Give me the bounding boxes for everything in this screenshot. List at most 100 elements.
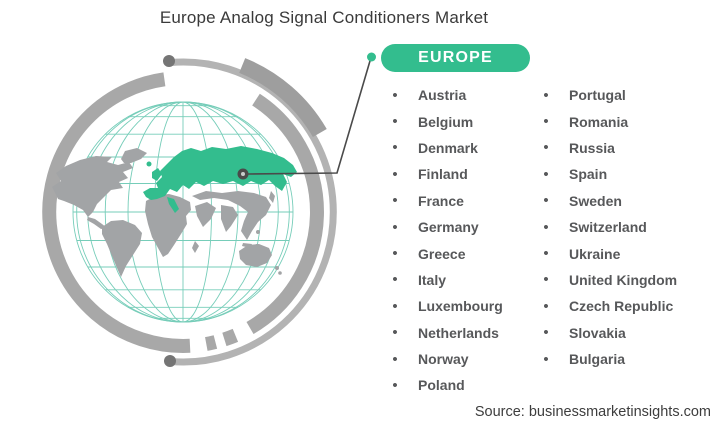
country-label: Ukraine — [569, 245, 621, 262]
bullet-icon: • — [543, 297, 549, 315]
country-label: Poland — [418, 377, 465, 394]
country-label: Finland — [418, 166, 468, 183]
country-label: Romania — [569, 113, 629, 130]
country-label: Denmark — [418, 139, 478, 156]
asia-south — [192, 191, 271, 240]
country-label: Portugal — [569, 87, 626, 104]
country-label: France — [418, 192, 464, 209]
page-title: Europe Analog Signal Conditioners Market — [159, 8, 489, 27]
world-map — [52, 148, 282, 277]
country-label: Austria — [418, 87, 467, 104]
country-label: Norway — [418, 351, 469, 368]
country-label: Germany — [418, 219, 479, 236]
country-label: Netherlands — [418, 324, 499, 341]
north-america — [52, 156, 133, 217]
europe-region-highlight — [143, 146, 297, 213]
bullet-icon: • — [392, 192, 398, 210]
bullet-icon: • — [392, 86, 398, 104]
iceland — [146, 161, 152, 167]
country-item: • Sweden — [540, 188, 677, 214]
bullet-icon: • — [543, 350, 549, 368]
bullet-icon: • — [392, 218, 398, 236]
country-item: • Luxembourg — [389, 293, 503, 319]
country-item: • Slovakia — [540, 320, 677, 346]
country-item: • Finland — [389, 161, 503, 187]
bullet-icon: • — [392, 350, 398, 368]
bullet-icon: • — [543, 271, 549, 289]
country-label: Switzerland — [569, 219, 647, 236]
country-label: Slovakia — [569, 324, 626, 341]
country-item: • Poland — [389, 372, 503, 398]
europe-russia — [143, 146, 297, 200]
country-item: • Germany — [389, 214, 503, 240]
japan — [269, 191, 275, 203]
country-item: • Czech Republic — [540, 293, 677, 319]
country-item: • Denmark — [389, 135, 503, 161]
orbit-arcs — [42, 55, 337, 367]
bullet-icon: • — [392, 139, 398, 157]
africa — [145, 194, 191, 257]
country-item: • Netherlands — [389, 320, 503, 346]
new-zealand — [275, 266, 279, 270]
callout-end-dot — [367, 52, 376, 62]
philippines — [256, 230, 260, 234]
orbit-ring-left-arc — [42, 72, 191, 353]
country-item: • Italy — [389, 267, 503, 293]
orbit-end-dot-bottom — [164, 355, 176, 367]
bullet-icon: • — [543, 113, 549, 131]
orbit-ring-dash — [222, 328, 239, 347]
callout — [237, 52, 376, 180]
bullet-icon: • — [543, 218, 549, 236]
bullet-icon: • — [392, 297, 398, 315]
country-item: • Romania — [540, 108, 677, 134]
country-item: • Portugal — [540, 82, 677, 108]
bullet-icon: • — [543, 86, 549, 104]
country-label: Bulgaria — [569, 351, 626, 368]
country-label: Sweden — [569, 192, 622, 209]
bullet-icon: • — [543, 324, 549, 342]
united-kingdom — [152, 168, 162, 181]
country-item: • Bulgaria — [540, 346, 677, 372]
country-item: • Greece — [389, 240, 503, 266]
bullet-icon: • — [392, 165, 398, 183]
country-list-column-1: • Austria • Belgium • Denmark • Finland • France •… — [389, 82, 503, 399]
country-item: • France — [389, 188, 503, 214]
new-zealand — [278, 271, 282, 275]
country-label: Spain — [569, 166, 608, 183]
country-label: Czech Republic — [569, 298, 674, 315]
country-label: Luxembourg — [418, 298, 503, 315]
india — [221, 205, 238, 232]
orbit-ring-dash — [204, 335, 218, 351]
country-list-column-2: • Portugal • Romania • Russia • Spain • Sweden • Sw… — [540, 82, 677, 372]
bullet-icon: • — [392, 324, 398, 342]
bullet-icon: • — [392, 245, 398, 263]
country-item: • Spain — [540, 161, 677, 187]
source-link[interactable]: Source: businessmarketinsights.com — [474, 404, 711, 420]
country-item: • Ukraine — [540, 240, 677, 266]
bullet-icon: • — [543, 192, 549, 210]
country-label: United Kingdom — [569, 271, 678, 288]
arabia — [195, 202, 216, 227]
bullet-icon: • — [392, 271, 398, 289]
italy — [167, 197, 179, 213]
greenland — [121, 148, 147, 163]
australia — [239, 244, 272, 267]
madagascar — [192, 241, 199, 253]
connector-line — [248, 57, 372, 175]
region-badge[interactable]: EUROPE — [381, 44, 530, 72]
orbit-ring-right-arc — [246, 93, 324, 335]
country-item: • United Kingdom — [540, 267, 677, 293]
bullet-icon: • — [392, 113, 398, 131]
country-label: Russia — [569, 139, 615, 156]
country-label: Greece — [418, 245, 466, 262]
country-item: • Switzerland — [540, 214, 677, 240]
bullet-icon: • — [543, 165, 549, 183]
bullet-icon: • — [392, 376, 398, 394]
country-item: • Russia — [540, 135, 677, 161]
orbit-outer-arc — [239, 58, 327, 138]
central-america — [87, 217, 107, 229]
orbit-end-dot-top — [163, 55, 175, 67]
country-label: Italy — [418, 271, 447, 288]
